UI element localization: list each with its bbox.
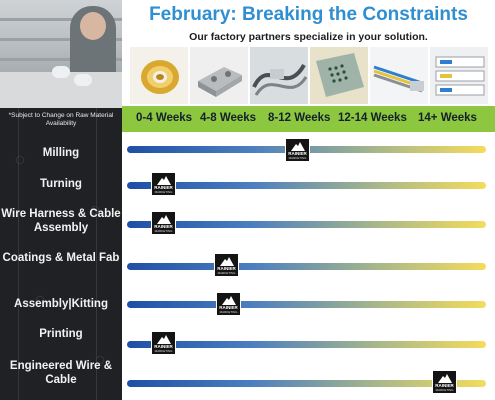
lead-time-bar [127, 301, 486, 308]
mountain-icon [157, 176, 171, 185]
rainier-logo-marker: RAINIER MARKETING [214, 253, 239, 277]
mountain-icon [157, 335, 171, 344]
row-label-engineered-wire: Engineered Wire & Cable [9, 360, 113, 386]
mountain-icon [222, 296, 236, 305]
rainier-logo-marker: RAINIER MARKETING [151, 211, 176, 235]
page-title: February: Breaking the Constraints [149, 4, 468, 25]
mountain-icon [157, 215, 171, 224]
rainier-logo-marker: RAINIER MARKETING [216, 292, 241, 316]
row-label-assembly-kitting: Assembly|Kitting [14, 298, 108, 310]
mountain-icon [438, 374, 452, 383]
row-label-turning: Turning [40, 178, 82, 190]
milled-part-image [190, 47, 248, 104]
lead-time-bar [127, 263, 486, 270]
mountain-icon [291, 142, 305, 151]
page-subtitle: Our factory partners specialize in your … [189, 31, 428, 43]
weeks-header: 0-4 Weeks 4-8 Weeks 8-12 Weeks 12-14 Wee… [122, 106, 495, 132]
lead-time-bar [127, 380, 486, 387]
printed-board-image [310, 47, 368, 104]
row-label-milling: Milling [42, 147, 80, 159]
week-label: 14+ Weeks [418, 112, 477, 124]
week-label: 8-12 Weeks [268, 112, 331, 124]
rainier-logo-marker: RAINIER MARKETING [432, 370, 457, 394]
printed-labels-image [430, 47, 488, 104]
row-label-coatings: Coatings & Metal Fab [2, 252, 120, 264]
lead-time-bar [127, 341, 486, 348]
left-panel: *Subject to Change on Raw Material Avail… [0, 0, 122, 400]
turned-part-image [130, 47, 188, 104]
week-label: 12-14 Weeks [338, 112, 407, 124]
rainier-logo-marker: RAINIER MARKETING [151, 331, 176, 355]
week-label: 4-8 Weeks [200, 112, 257, 124]
lead-time-bar [127, 182, 486, 189]
rainier-logo-marker: RAINIER MARKETING [151, 172, 176, 196]
row-label-printing: Printing [39, 328, 83, 340]
header: February: Breaking the Constraints Our f… [122, 0, 495, 106]
product-thumbnails [126, 47, 492, 104]
week-label: 0-4 Weeks [136, 112, 193, 124]
lead-time-bar [127, 221, 486, 228]
disclaimer-text: *Subject to Change on Raw Material Avail… [8, 112, 114, 127]
mountain-icon [220, 257, 234, 266]
row-label-wire-harness: Wire Harness & Cable Assembly [1, 208, 121, 234]
factory-worker-photo [0, 0, 122, 108]
cable-assembly-image [250, 47, 308, 104]
wire-bundle-image [370, 47, 428, 104]
rainier-logo-marker: RAINIER MARKETING [285, 138, 310, 162]
